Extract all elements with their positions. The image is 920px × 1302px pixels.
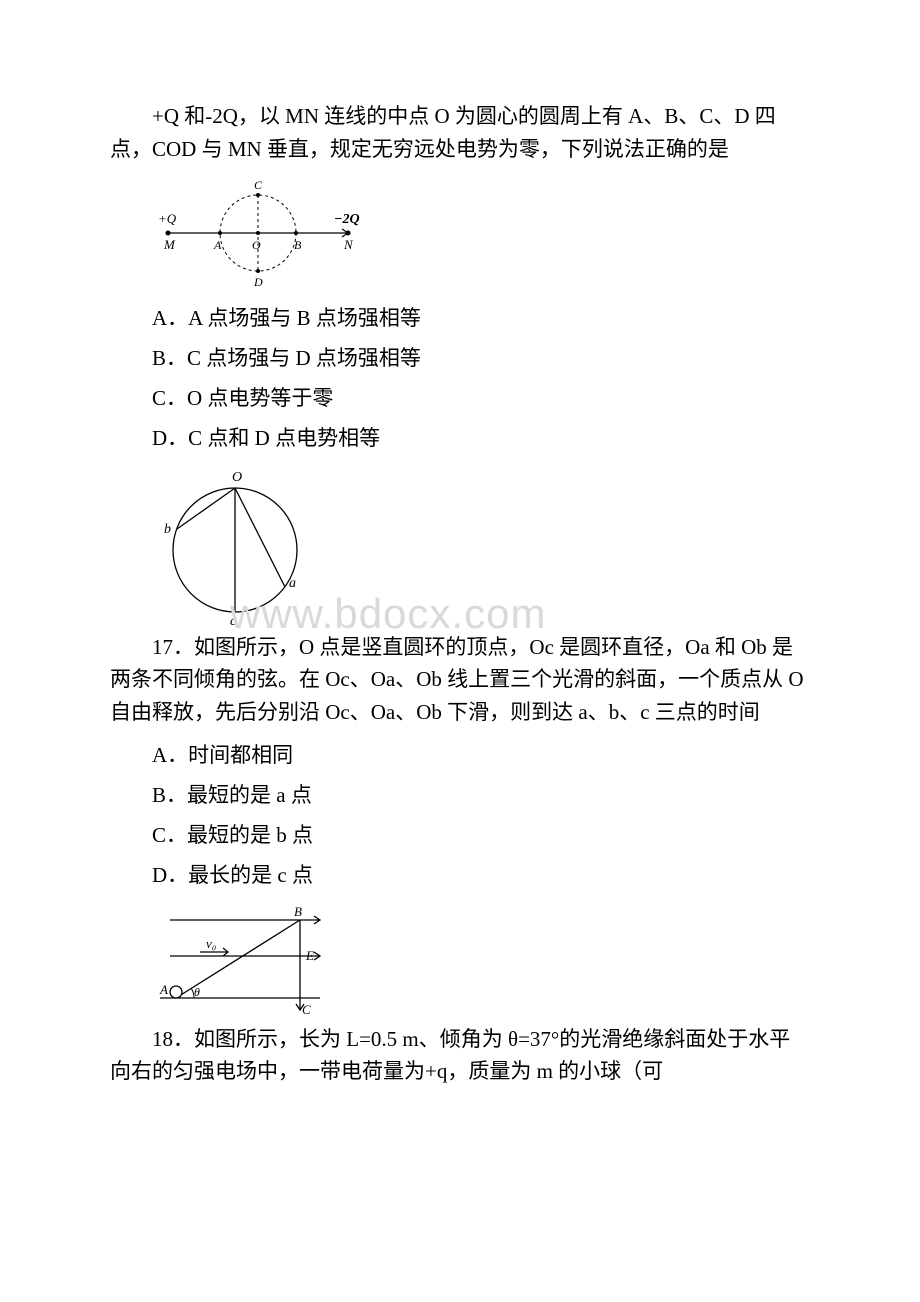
label-O: O [252, 238, 261, 252]
q16-optC: C．O 点电势等于零 [110, 379, 810, 419]
label-D: D [253, 275, 263, 289]
q17-stem: 17．如图所示，O 点是竖直圆环的顶点，Oc 是圆环直径，Oa 和 Ob 是两条… [110, 631, 810, 729]
q16-stem: +Q 和-2Q，以 MN 连线的中点 O 为圆心的圆周上有 A、B、C、D 四点… [110, 100, 810, 165]
label-Qm: −2Q [334, 212, 360, 227]
q16-optB: B．C 点场强与 D 点场强相等 [110, 339, 810, 379]
q17-optB: B．最短的是 a 点 [110, 776, 810, 816]
label-M: M [163, 237, 176, 252]
q16-figure: +Q M −2Q N A B O C D [150, 173, 810, 293]
label-b: b [164, 522, 171, 537]
q16-optA: A．A 点场强与 B 点场强相等 [110, 299, 810, 339]
q16-optD: D．C 点和 D 点电势相等 [110, 419, 810, 459]
label-A: A [213, 238, 222, 252]
q17-figure: O b a c [150, 465, 810, 625]
label-A3: A [159, 982, 168, 997]
label-C: C [254, 178, 263, 192]
label-E: E [305, 948, 314, 963]
q17-optC: C．最短的是 b 点 [110, 816, 810, 856]
label-C3: C [302, 1002, 311, 1017]
label-B3: B [294, 904, 302, 919]
label-c: c [230, 614, 237, 625]
q17-optD: D．最长的是 c 点 [110, 856, 810, 896]
q18-stem: 18．如图所示，长为 L=0.5 m、倾角为 θ=37°的光滑绝缘斜面处于水平向… [110, 1023, 810, 1088]
label-N: N [343, 237, 354, 252]
label-O2: O [232, 470, 242, 485]
label-Qp: +Q [158, 211, 177, 226]
q18-figure: B E C A v₀ θ [150, 902, 810, 1017]
label-B: B [294, 238, 302, 252]
q17-optA: A．时间都相同 [110, 736, 810, 776]
label-theta: θ [194, 985, 200, 999]
label-v0: v₀ [206, 936, 216, 951]
label-a: a [289, 576, 296, 591]
